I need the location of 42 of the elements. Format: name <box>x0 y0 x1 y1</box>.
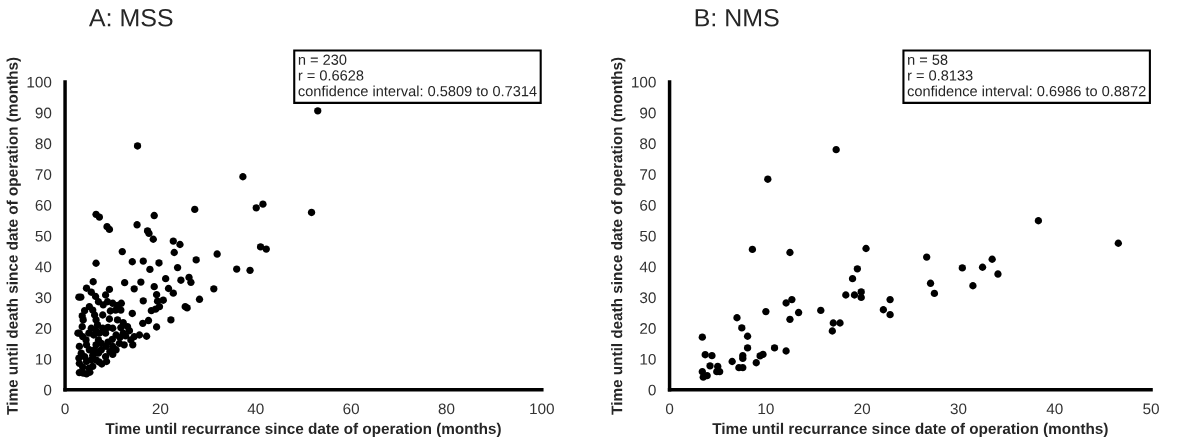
y-tick-label: 60 <box>640 199 656 211</box>
chart-title: B: NMS <box>695 8 779 27</box>
x-tick-label: 10 <box>758 403 774 415</box>
x-axis-title: Time until recurrance since date of operation (months) <box>712 422 1108 438</box>
chart-title: A: MSS <box>88 8 173 27</box>
y-tick-label: 100 <box>27 76 52 88</box>
x-tick-label: 0 <box>61 403 69 415</box>
y-tick-label: 60 <box>35 199 52 211</box>
x-tick-label: 60 <box>343 403 360 415</box>
x-tick-label: 50 <box>1143 403 1159 415</box>
y-tick-label: 10 <box>640 353 656 365</box>
y-tick-label: 30 <box>35 292 52 304</box>
y-axis-title: Time until death since date of operation (months) <box>6 57 21 415</box>
y-tick-label: 80 <box>640 138 656 150</box>
y-tick-label: 20 <box>640 323 656 334</box>
y-tick-label: 90 <box>640 107 656 119</box>
x-tick-label: 80 <box>438 403 455 415</box>
annotation: n = 230 r = 0.6628 confidence interval: 0.5809 to 0.7314 <box>298 54 537 97</box>
y-tick-label: 20 <box>35 323 52 334</box>
x-tick-label: 20 <box>152 403 169 415</box>
y-tick-label: 0 <box>648 384 656 396</box>
y-tick-label: 100 <box>632 76 656 88</box>
y-tick-label: 70 <box>640 169 656 180</box>
x-tick-label: 0 <box>665 403 674 415</box>
y-tick-label: 80 <box>35 138 52 150</box>
x-axis-title: Time until recurrance since date of operation (months) <box>105 422 501 438</box>
x-tick-label: 30 <box>950 403 967 415</box>
y-tick-label: 40 <box>35 261 52 273</box>
x-tick-label: 40 <box>1046 403 1063 415</box>
y-tick-label: 50 <box>640 230 656 242</box>
x-tick-label: 20 <box>854 403 871 415</box>
y-tick-label: 30 <box>639 292 656 304</box>
annotation: n = 58 r = 0.8133 confidence interval: 0.6986 to 0.8872 <box>907 54 1146 97</box>
y-tick-label: 90 <box>35 107 52 119</box>
y-tick-label: 50 <box>35 230 52 242</box>
y-axis-title: Time until death since date of operation (months) <box>611 57 626 415</box>
x-tick-label: 100 <box>530 403 554 415</box>
y-tick-label: 0 <box>43 384 52 396</box>
y-tick-label: 70 <box>35 169 52 180</box>
y-tick-label: 10 <box>36 353 52 365</box>
x-tick-label: 40 <box>247 403 264 415</box>
y-tick-label: 40 <box>639 261 656 273</box>
